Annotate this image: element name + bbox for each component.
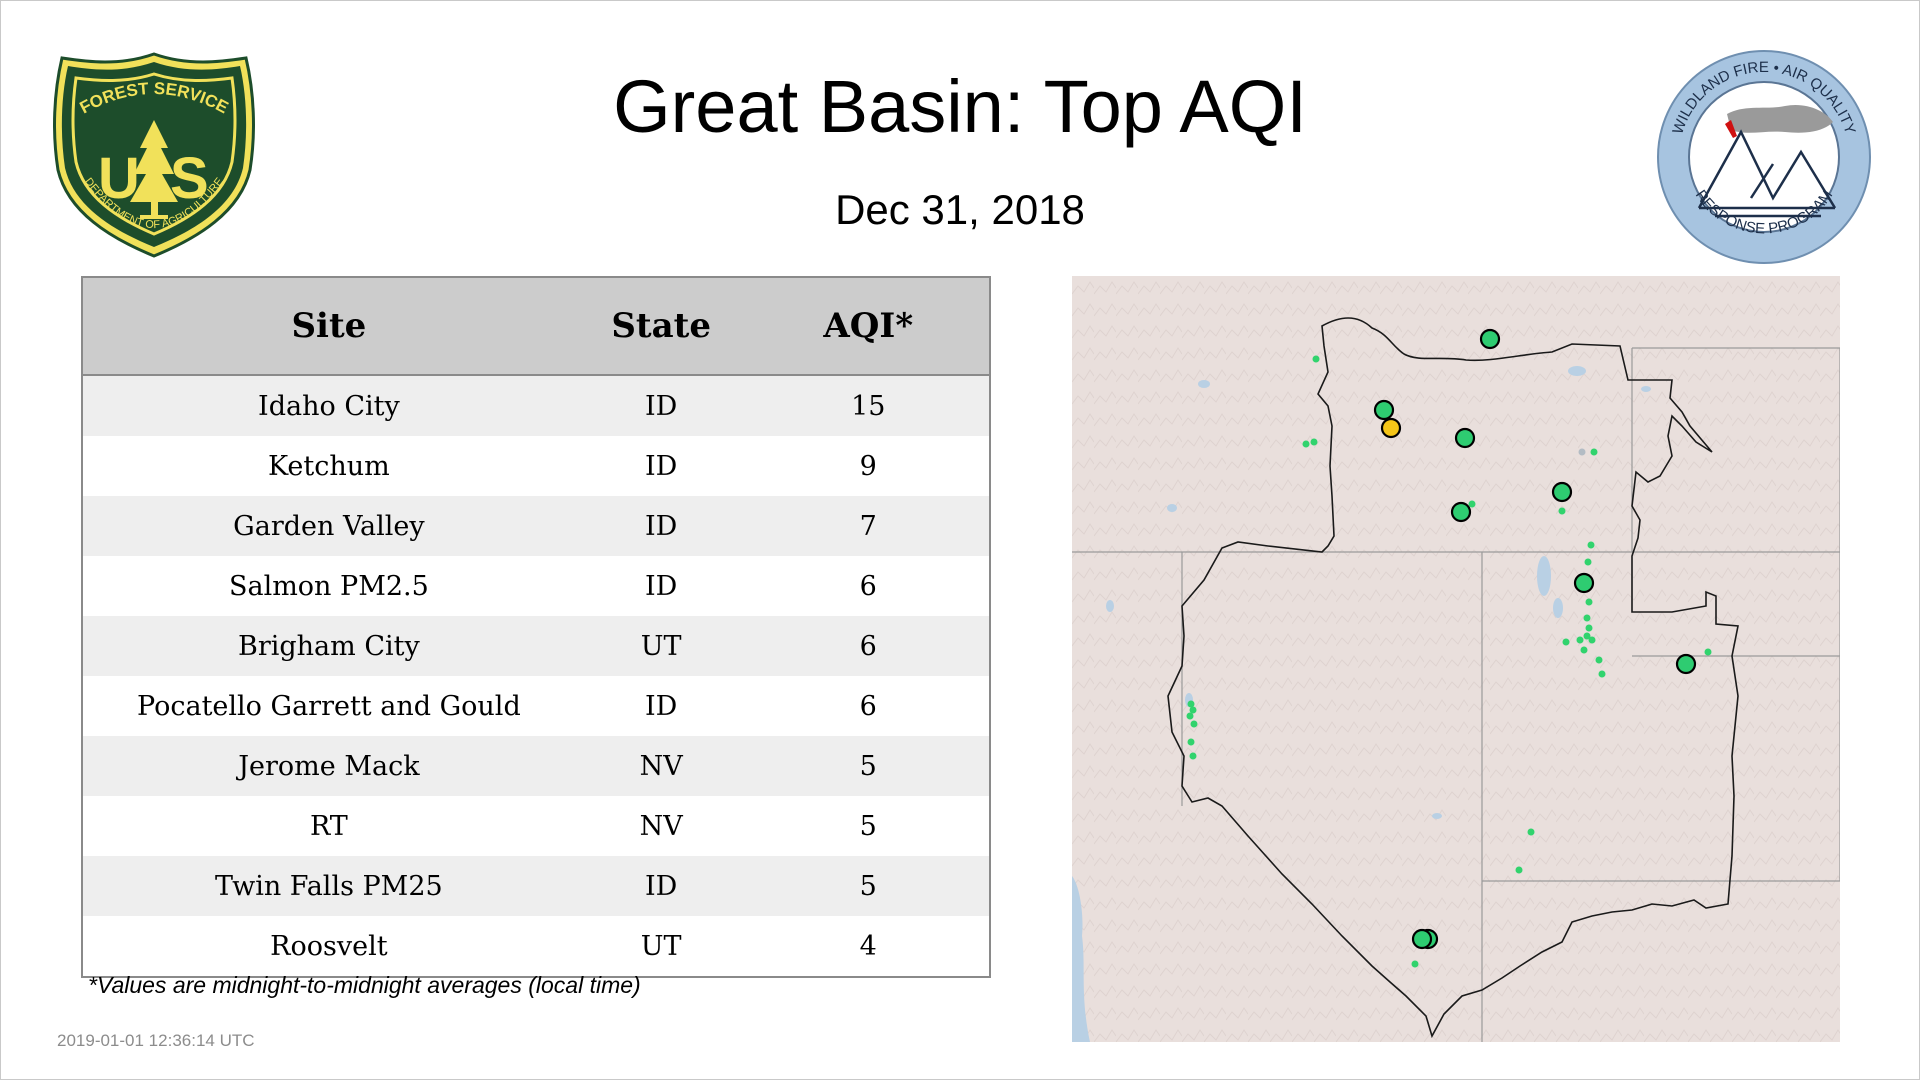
state-cell: NV — [574, 796, 748, 856]
aqi-cell: 6 — [747, 556, 990, 616]
site-cell: Twin Falls PM25 — [82, 856, 575, 916]
aqi-cell: 7 — [747, 496, 990, 556]
aqi-site-markers — [1373, 328, 1697, 950]
no-data-monitor-point — [1578, 448, 1586, 456]
table-row: Brigham City UT 6 — [82, 616, 990, 676]
table-row: Salmon PM2.5 ID 6 — [82, 556, 990, 616]
aqi-site-marker — [1411, 928, 1433, 950]
state-cell: ID — [574, 856, 748, 916]
state-cell: UT — [574, 916, 748, 977]
pine-tree-icon — [130, 120, 178, 219]
site-cell: Brigham City — [82, 616, 575, 676]
site-cell: Roosvelt — [82, 916, 575, 977]
site-cell: Pocatello Garrett and Gould — [82, 676, 575, 736]
state-cell: ID — [574, 375, 748, 436]
report-date: Dec 31, 2018 — [835, 186, 1085, 233]
aqi-site-marker — [1454, 427, 1476, 449]
table-row: Garden Valley ID 7 — [82, 496, 990, 556]
small-monitor-points — [1186, 355, 1712, 968]
aqi-cell: 6 — [747, 616, 990, 676]
table-row: RT NV 5 — [82, 796, 990, 856]
column-header-aqi: AQI* — [747, 277, 990, 376]
top-aqi-table: Site State AQI* Idaho City ID 15 Ketchum… — [81, 276, 991, 978]
aqi-cell: 9 — [747, 436, 990, 496]
state-cell: ID — [574, 436, 748, 496]
state-cell: ID — [574, 496, 748, 556]
page-title: Great Basin: Top AQI — [613, 65, 1307, 148]
site-cell: Idaho City — [82, 375, 575, 436]
aqi-site-marker — [1479, 328, 1501, 350]
aqi-cell: 4 — [747, 916, 990, 977]
aqi-site-marker — [1675, 653, 1697, 675]
table-header-row: Site State AQI* — [82, 277, 990, 376]
table-row: Jerome Mack NV 5 — [82, 736, 990, 796]
table-row: Ketchum ID 9 — [82, 436, 990, 496]
aqi-site-marker — [1551, 481, 1573, 503]
table-row: Pocatello Garrett and Gould ID 6 — [82, 676, 990, 736]
wildland-fire-air-quality-logo-icon: WILDLAND FIRE • AIR QUALITY RESPONSE PRO… — [1657, 50, 1871, 264]
state-boundaries — [1072, 347, 1840, 1042]
us-forest-service-shield-icon: FOREST SERVICE U S DEPARTMENT OF AGRICUL… — [53, 52, 255, 258]
table-row: Roosvelt UT 4 — [82, 916, 990, 977]
aqi-site-marker — [1450, 501, 1472, 523]
aqi-site-marker — [1373, 399, 1395, 421]
state-cell: NV — [574, 736, 748, 796]
aqi-cell: 5 — [747, 856, 990, 916]
site-cell: Garden Valley — [82, 496, 575, 556]
site-cell: RT — [82, 796, 575, 856]
state-cell: ID — [574, 676, 748, 736]
table-row: Twin Falls PM25 ID 5 — [82, 856, 990, 916]
great-basin-map — [1072, 276, 1840, 1042]
aqi-cell: 5 — [747, 796, 990, 856]
state-cell: ID — [574, 556, 748, 616]
column-header-site: Site — [82, 277, 575, 376]
site-cell: Ketchum — [82, 436, 575, 496]
site-cell: Salmon PM2.5 — [82, 556, 575, 616]
lakes — [1106, 366, 1651, 819]
aqi-cell: 15 — [747, 375, 990, 436]
footnote: *Values are midnight-to-midnight average… — [88, 972, 641, 998]
great-basin-boundary — [1167, 317, 1739, 1039]
aqi-cell: 5 — [747, 736, 990, 796]
state-cell: UT — [574, 616, 748, 676]
aqi-site-marker — [1573, 572, 1595, 594]
aqi-cell: 6 — [747, 676, 990, 736]
site-cell: Jerome Mack — [82, 736, 575, 796]
table-row: Idaho City ID 15 — [82, 375, 990, 436]
column-header-state: State — [574, 277, 748, 376]
generated-timestamp: 2019-01-01 12:36:14 UTC — [57, 1031, 255, 1050]
pacific-ocean — [1072, 876, 1090, 1042]
aqi-site-marker — [1380, 417, 1402, 439]
